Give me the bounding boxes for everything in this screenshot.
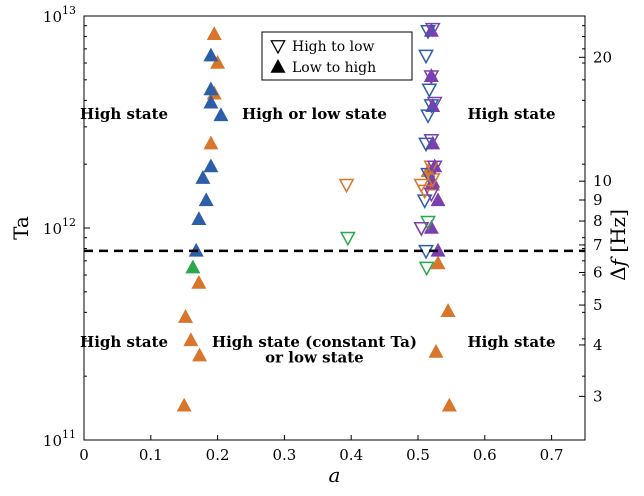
high-to-low-marker <box>338 178 355 194</box>
legend-label: Low to high <box>292 60 376 76</box>
x-tick-label: 0.4 <box>339 446 363 464</box>
high-to-low-marker <box>418 261 435 277</box>
high-to-low-marker <box>421 83 438 99</box>
low-to-high-marker <box>210 54 226 69</box>
x-tick-label: 0.2 <box>206 446 230 464</box>
y2-tick-label: 8 <box>593 212 603 230</box>
low-to-high-marker <box>440 303 456 317</box>
x-tick-label: 0.3 <box>272 446 296 464</box>
region-label: High state (constant Ta) <box>212 333 417 351</box>
y2-axis-ticks: 3 4 5 6 7 8 910 20 <box>579 48 612 405</box>
region-label: High state <box>80 333 168 351</box>
legend-box <box>261 31 413 81</box>
low-to-high-marker <box>191 211 207 225</box>
y-axis-ticks: 1011 1012 1013 <box>43 4 585 450</box>
high-to-low-marker <box>413 222 430 237</box>
high-to-low-marker <box>423 70 440 85</box>
y2-axis-label: Δf [Hz] <box>606 209 630 281</box>
region-label: High state <box>80 105 168 123</box>
region-label: High state <box>467 105 555 123</box>
region-label: or low state <box>265 348 364 366</box>
y2-tick-label: 7 <box>593 236 603 254</box>
x-tick-label: 0.1 <box>139 446 163 464</box>
legend: High to low Low to high <box>261 31 413 81</box>
y-tick-label: 1013 <box>43 4 76 26</box>
y2-tick-label: 20 <box>593 48 612 66</box>
y-tick-label: 1012 <box>43 216 76 238</box>
legend-low-to-high-icon <box>270 58 286 73</box>
low-to-high-marker <box>430 255 446 270</box>
region-label: High or low state <box>242 105 387 123</box>
x-axis-label: a <box>329 463 341 487</box>
high-to-low-marker <box>424 173 441 188</box>
low-to-high-marker <box>191 274 207 289</box>
high-to-low-marker <box>423 187 440 203</box>
x-tick-label: 0.6 <box>473 446 497 464</box>
y2-tick-label: 10 <box>593 172 612 190</box>
low-to-high-marker <box>430 192 446 207</box>
high-to-low-marker <box>426 96 443 112</box>
legend-label: High to low <box>292 39 375 55</box>
low-to-high-marker <box>178 309 194 323</box>
low-to-high-marker <box>203 135 219 150</box>
x-axis-ticks: 0 0.1 0.2 0.3 0.4 0.5 0.6 0.7 <box>79 435 564 464</box>
high-to-low-marker <box>416 194 433 209</box>
low-to-high-marker <box>192 347 208 362</box>
y2-tick-label: 5 <box>593 296 603 314</box>
x-tick-label: 0.5 <box>406 446 430 464</box>
legend-high-to-low-icon <box>270 40 286 55</box>
low-to-high-marker <box>198 192 214 207</box>
high-to-low-marker <box>423 134 440 149</box>
low-to-high-marker <box>195 170 211 184</box>
low-to-high-marker <box>203 94 219 109</box>
high-to-low-marker <box>426 160 443 176</box>
low-to-high-marker <box>213 107 229 122</box>
high-to-low-marker <box>424 22 441 38</box>
region-annotations: High state High or low state High state Hig… <box>80 105 556 367</box>
x-tick-label: 0.7 <box>540 446 564 464</box>
high-to-low-marker <box>420 109 436 124</box>
y2-tick-label: 4 <box>593 336 603 354</box>
low-to-high-marker <box>441 397 457 412</box>
low-to-high-marker <box>206 26 222 41</box>
y2-tick-label: 6 <box>593 263 603 281</box>
high-to-low-marker <box>418 49 434 65</box>
y2-tick-label: 3 <box>593 387 603 405</box>
high-to-low-marker <box>423 99 440 114</box>
low-to-high-marker <box>203 47 219 62</box>
low-to-high-marker <box>203 158 219 173</box>
y2-tick-label: 9 <box>593 191 603 209</box>
y-tick-label: 1011 <box>43 428 76 450</box>
region-label: High state <box>467 333 555 351</box>
low-to-high-marker <box>428 343 444 358</box>
high-to-low-marker <box>416 184 433 200</box>
x-tick-label: 0 <box>79 446 89 464</box>
low-to-high-marker <box>176 397 192 412</box>
low-to-high-marker <box>185 259 201 274</box>
high-to-low-marker <box>339 231 356 247</box>
data-markers <box>176 22 457 412</box>
low-to-high-marker <box>183 332 199 347</box>
y-axis-label: Ta <box>9 216 33 240</box>
